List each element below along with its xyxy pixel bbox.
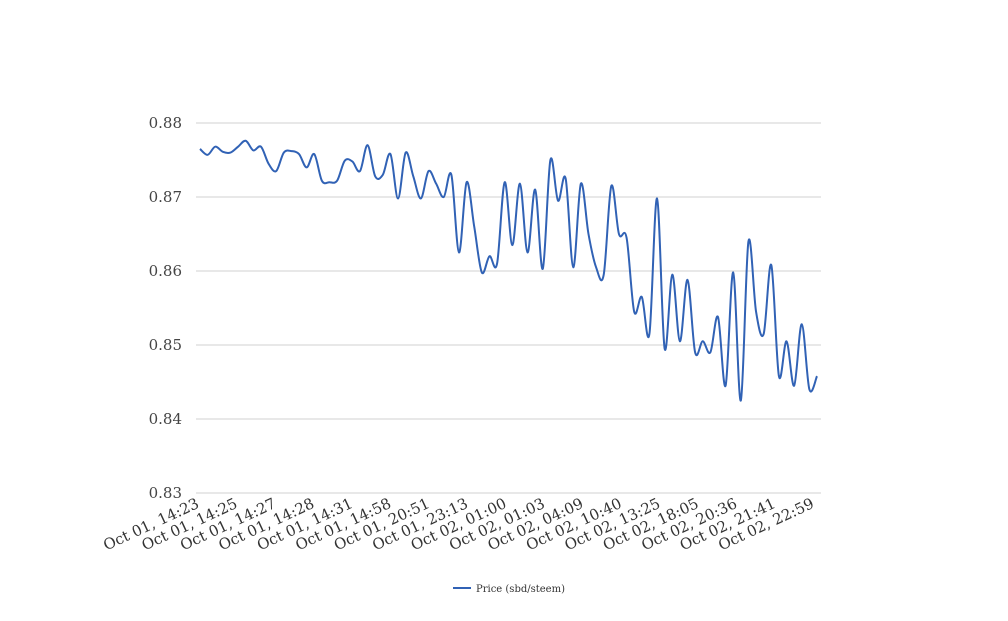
series-line-price [199,139,818,402]
y-axis: 0.83 0.84 0.85 0.86 0.87 0.88 [149,114,182,502]
y-tick-label: 0.83 [149,484,182,502]
legend: Price (sbd/steem) [453,584,565,595]
series-layer [199,139,818,402]
y-tick-label: 0.84 [149,410,182,428]
y-tick-label: 0.86 [149,262,182,280]
y-tick-label: 0.88 [149,114,182,132]
grid-layer [196,122,821,494]
y-tick-label: 0.87 [149,188,182,206]
y-tick-label: 0.85 [149,336,182,354]
legend-label: Price (sbd/steem) [476,584,565,595]
